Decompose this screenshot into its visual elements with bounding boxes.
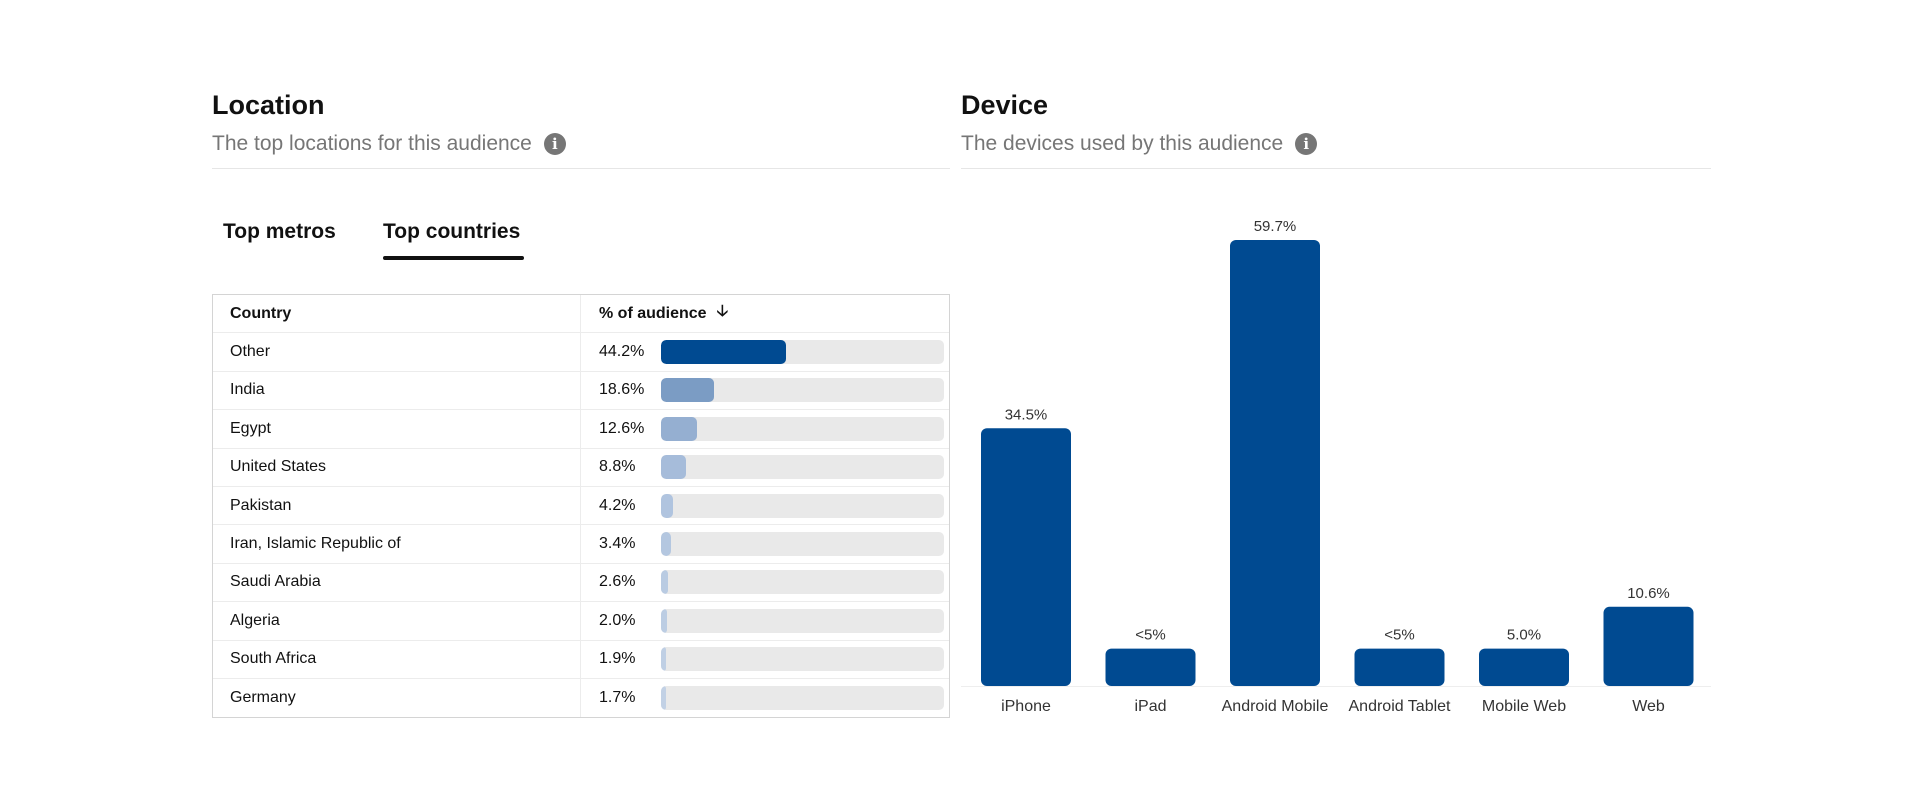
pct-value: 12.6%	[599, 419, 645, 437]
pct-bar-fill	[661, 647, 667, 672]
table-header: Country % of audience 🡣	[213, 295, 949, 334]
pct-header[interactable]: % of audience 🡣	[581, 295, 949, 332]
pct-bar-fill	[661, 532, 671, 557]
bar-mobile-web[interactable]	[1479, 648, 1569, 686]
bar-android-tablet[interactable]	[1354, 648, 1445, 686]
tab-top-countries[interactable]: Top countries	[383, 220, 521, 243]
country-name: Egypt	[213, 410, 581, 448]
pct-value: 1.9%	[599, 650, 636, 668]
location-title: Location	[212, 90, 325, 120]
x-tick-label: iPad	[1134, 698, 1166, 715]
country-name: India	[213, 371, 581, 410]
divider	[212, 168, 950, 169]
table-row: Germany 1.7%	[213, 678, 949, 718]
pct-bar-fill	[661, 493, 673, 518]
table-row: Egypt 12.6%	[213, 410, 949, 449]
pct-value: 3.4%	[599, 535, 636, 553]
data-label: <5%	[1135, 627, 1165, 644]
bar-android-mobile[interactable]	[1230, 240, 1320, 686]
table-row: Algeria 2.0%	[213, 602, 949, 641]
x-tick-label: Android Tablet	[1349, 698, 1452, 715]
pct-bar-track	[661, 378, 944, 403]
pct-bar-track	[661, 340, 944, 365]
table-row: Saudi Arabia 2.6%	[213, 563, 949, 603]
location-subtitle-text: The top locations for this audience	[212, 132, 532, 155]
info-icon[interactable]: i	[543, 133, 566, 155]
pct-bar-fill	[661, 340, 787, 365]
pct-bar-track	[661, 686, 944, 711]
country-name: South Africa	[213, 640, 581, 678]
x-tick-label: iPhone	[1001, 698, 1051, 715]
device-bar-chart: 34.5% iPhone <5% iPad 59.7% Android Mobile <5%…	[961, 218, 1711, 715]
country-name: Other	[213, 333, 581, 371]
pct-bar-track	[661, 455, 944, 480]
pct-value: 8.8%	[599, 458, 636, 476]
country-name: Algeria	[213, 602, 581, 640]
bar-ipad[interactable]	[1105, 648, 1196, 686]
divider	[961, 168, 1711, 169]
device-subtitle-text: The devices used by this audience	[961, 132, 1284, 155]
pct-value: 2.0%	[599, 611, 636, 629]
bar-web[interactable]	[1603, 606, 1694, 686]
pct-bar-fill	[661, 416, 697, 441]
x-tick-label: Web	[1632, 698, 1665, 715]
pct-bar-track	[661, 608, 944, 633]
active-tab-indicator	[383, 256, 524, 260]
pct-bar-track	[661, 570, 944, 595]
table-row: South Africa 1.9%	[213, 640, 949, 679]
country-name: Saudi Arabia	[213, 563, 581, 602]
info-icon[interactable]: i	[1295, 133, 1318, 155]
pct-bar-fill	[661, 608, 667, 633]
country-header[interactable]: Country	[213, 295, 581, 333]
location-subtitle: The top locations for this audience i	[212, 132, 566, 156]
country-name: Iran, Islamic Republic of	[213, 525, 581, 563]
pct-value: 44.2%	[599, 343, 645, 361]
pct-value: 4.2%	[599, 496, 636, 514]
table-row: India 18.6%	[213, 371, 949, 411]
pct-bar-fill	[661, 570, 669, 595]
pct-header-label: % of audience	[599, 304, 707, 322]
data-label: 59.7%	[1254, 218, 1297, 235]
table-row: Other 44.2%	[213, 333, 949, 372]
pct-bar-track	[661, 532, 944, 557]
pct-bar-fill	[661, 455, 686, 480]
country-name: United States	[213, 448, 581, 486]
pct-bar-track	[661, 493, 944, 518]
bar-iphone[interactable]	[981, 428, 1071, 686]
device-subtitle: The devices used by this audience i	[961, 132, 1318, 156]
pct-bar-fill	[661, 378, 714, 403]
pct-bar-track	[661, 416, 944, 441]
pct-value: 1.7%	[599, 689, 636, 707]
pct-value: 2.6%	[599, 573, 636, 591]
x-tick-label: Mobile Web	[1482, 698, 1566, 715]
data-label: <5%	[1384, 627, 1414, 644]
table-row: United States 8.8%	[213, 448, 949, 487]
x-tick-label: Android Mobile	[1222, 698, 1329, 715]
device-title: Device	[961, 90, 1049, 120]
country-name: Germany	[213, 678, 581, 718]
arrow-down-icon: 🡣	[716, 303, 729, 321]
data-label: 10.6%	[1627, 585, 1670, 602]
pct-value: 18.6%	[599, 381, 645, 399]
tab-top-metros[interactable]: Top metros	[223, 220, 336, 243]
pct-bar-fill	[661, 686, 666, 711]
table-row: Pakistan 4.2%	[213, 486, 949, 526]
data-label: 5.0%	[1507, 627, 1541, 644]
country-name: Pakistan	[213, 486, 581, 525]
table-row: Iran, Islamic Republic of 3.4%	[213, 525, 949, 564]
data-label: 34.5%	[1005, 406, 1048, 423]
countries-table: Country % of audience 🡣 Other 44.2% India…	[212, 294, 950, 719]
pct-bar-track	[661, 647, 944, 672]
